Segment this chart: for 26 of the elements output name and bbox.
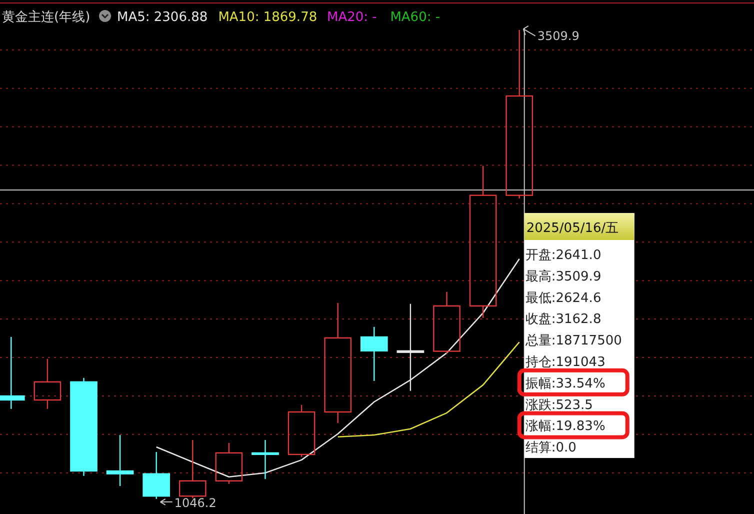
- annotation: 最低:2624.6: [525, 290, 602, 306]
- candlestick: [178, 439, 206, 499]
- text: MA10: 1869.78: [218, 10, 318, 25]
- chart-title: 黄金主连(年线): [2, 9, 90, 25]
- legend-label: MA20: -: [327, 10, 378, 25]
- annotation: 2025/05/16/五: [526, 221, 619, 236]
- text: MA5: 2306.88: [117, 10, 208, 25]
- annotation: 振幅:33.54%: [525, 376, 606, 392]
- candlestick: [469, 165, 497, 319]
- annotation: 1046.2: [174, 496, 216, 510]
- candlestick: [252, 439, 279, 480]
- candlestick: [106, 434, 134, 487]
- candlestick: [360, 326, 388, 382]
- annotation: 开盘:2641.0: [525, 248, 602, 263]
- annotation: 持仓:191043: [525, 355, 606, 370]
- annotation: 总量:18717500: [524, 334, 622, 349]
- candlestick: [396, 303, 424, 392]
- annotation: 涨幅:19.83%: [525, 419, 606, 434]
- annotation: 收盘:3162.8: [525, 312, 602, 328]
- annotation: 最高:3509.9: [525, 268, 602, 284]
- candlestick: [324, 302, 352, 424]
- candlestick: [70, 377, 98, 477]
- annotation: 结算:0.0: [525, 440, 576, 456]
- annotation: 涨跌:523.5: [525, 398, 593, 413]
- annotation: 3509.9: [537, 28, 580, 43]
- legend-label: MA60: -: [390, 10, 440, 25]
